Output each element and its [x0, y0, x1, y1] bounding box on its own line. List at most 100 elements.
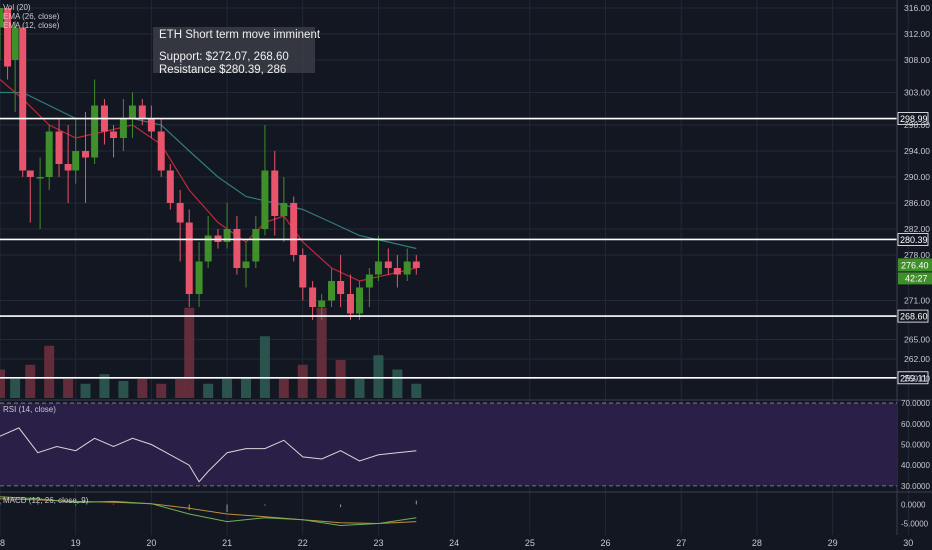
candle-body	[195, 261, 203, 294]
x-tick-label: 28	[752, 538, 762, 548]
candle-body	[356, 287, 364, 314]
price-tick-label: 259.00	[904, 374, 930, 384]
volume-bar	[10, 379, 21, 398]
volume-bar	[203, 383, 214, 398]
rsi-tick-label: 50.0000	[901, 440, 930, 449]
volume-bar	[335, 360, 346, 398]
candle-body	[110, 131, 118, 138]
annotation-note: ETH Short term move imminent Support: $2…	[153, 27, 321, 76]
volume-bar	[373, 355, 384, 398]
candle-body	[403, 261, 411, 275]
candle-body	[271, 170, 279, 216]
rsi-band	[0, 403, 897, 486]
candle-body	[290, 203, 298, 255]
volume-bar	[80, 383, 91, 398]
volume-bar	[411, 383, 422, 398]
candle-body	[242, 261, 250, 268]
ema26-line	[0, 91, 417, 250]
volume-bar	[259, 336, 270, 398]
volume-bar	[44, 345, 55, 398]
candle-body	[19, 27, 27, 171]
candle-body	[346, 294, 354, 314]
candle-body	[157, 131, 165, 171]
x-tick-label: 25	[525, 538, 535, 548]
countdown-box	[898, 272, 932, 285]
level-label-box	[897, 309, 929, 323]
volume-bar	[118, 380, 129, 398]
candle-body	[0, 8, 4, 28]
candle-body	[138, 105, 146, 119]
candle-body	[384, 261, 392, 268]
x-tick-label: 30	[903, 538, 913, 548]
candle-body	[299, 255, 307, 288]
candle-body	[82, 151, 90, 158]
volume-bar	[297, 364, 308, 398]
rsi-tick-label: 30.0000	[901, 482, 930, 491]
rsi-tick-label: 40.0000	[901, 461, 930, 470]
candle-body	[412, 261, 420, 268]
last-price-label: 276.40	[901, 260, 929, 270]
candle-body	[223, 229, 231, 242]
candle-body	[261, 170, 269, 229]
volume-bar	[156, 383, 167, 398]
candle-body	[64, 164, 72, 171]
level-label: 280.39	[900, 235, 928, 245]
level-label: 259.11	[900, 373, 927, 383]
candle-body	[11, 27, 19, 60]
candle-body	[309, 287, 317, 307]
volume-bar	[99, 374, 110, 398]
rsi-tick-label: 60.0000	[901, 420, 930, 429]
candle-body	[337, 281, 345, 294]
x-tick-label: 26	[601, 538, 611, 548]
price-tick-label: 290.00	[904, 172, 930, 182]
price-tick-label: 298.00	[904, 120, 930, 130]
level-label-box	[897, 371, 929, 385]
price-tick-label: 316.00	[904, 3, 930, 13]
candle-body	[233, 229, 241, 268]
candle-body	[176, 203, 184, 223]
level-label: 298.99	[900, 114, 928, 124]
price-tick-label: 278.00	[904, 250, 930, 260]
volume-bar	[222, 379, 233, 398]
x-tick-label: 20	[146, 538, 156, 548]
candle-body	[26, 170, 34, 177]
x-tick-label: 18	[0, 538, 5, 548]
candle-body	[365, 274, 373, 288]
price-tick-label: 262.00	[904, 354, 930, 364]
volume-bar	[0, 369, 5, 398]
x-tick-label: 29	[828, 538, 838, 548]
legend-item: EMA (12, close)	[3, 21, 60, 30]
candle-body	[4, 8, 12, 67]
price-tick-label: 265.00	[904, 335, 930, 345]
candle-body	[318, 300, 326, 307]
candle-body	[328, 281, 336, 301]
price-tick-label: 303.00	[904, 88, 930, 98]
legend-item: Vol (20)	[3, 3, 31, 12]
price-tick-label: 271.00	[904, 296, 930, 306]
candle-body	[204, 235, 212, 262]
candle-body	[36, 177, 44, 179]
candle-body	[128, 105, 136, 119]
price-tick-label: 286.00	[904, 198, 930, 208]
x-tick-label: 27	[676, 538, 686, 548]
level-label: 268.60	[900, 312, 928, 322]
volume-bar	[240, 377, 251, 398]
rsi-legend: RSI (14, close)	[3, 405, 56, 414]
x-tick-label: 24	[449, 538, 459, 548]
macd-legend: MACD (12, 26, close, 9)	[3, 496, 89, 505]
volume-bar	[137, 379, 148, 398]
macd-line	[0, 496, 417, 527]
note-title: ETH Short term move imminent	[159, 29, 321, 41]
candle-body	[374, 261, 382, 275]
volume-bar	[354, 379, 365, 398]
last-price-box	[898, 258, 932, 272]
candle-body	[72, 151, 80, 171]
countdown-label: 42:27	[905, 273, 928, 283]
volume-bar	[278, 379, 289, 398]
candle-body	[185, 222, 193, 294]
x-tick-label: 19	[71, 538, 81, 548]
volume-bar	[25, 364, 36, 398]
candle-body	[119, 118, 127, 138]
volume-bar	[316, 307, 327, 398]
